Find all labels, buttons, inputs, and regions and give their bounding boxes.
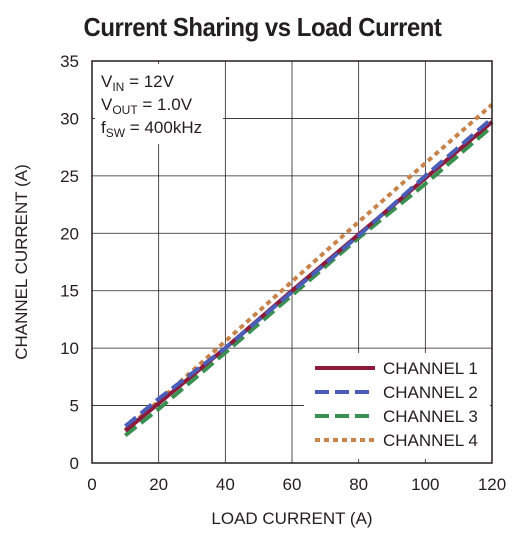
y-tick-label: 25 [60, 167, 79, 186]
x-axis-label: LOAD CURRENT (A) [211, 509, 372, 528]
tick-labels: 0 20 40 60 80 100 120 0 5 10 15 20 25 30 35 [60, 52, 506, 494]
y-tick-label: 10 [60, 339, 79, 358]
legend-label: CHANNEL 3 [383, 407, 478, 426]
series-lines [123, 103, 494, 437]
series-line-channel-3 [124, 124, 494, 437]
x-tick-label: 120 [478, 475, 506, 494]
y-axis-label: CHANNEL CURRENT (A) [12, 164, 31, 360]
legend: CHANNEL 1 CHANNEL 2 CHANNEL 3 CHANNEL 4 [304, 353, 490, 459]
y-tick-label: 20 [60, 224, 79, 243]
x-tick-label: 0 [87, 475, 96, 494]
annotation-line: VOUT = 1.0V [101, 95, 193, 117]
x-tick-label: 20 [149, 475, 168, 494]
legend-label: CHANNEL 2 [383, 383, 478, 402]
x-tick-label: 80 [349, 475, 368, 494]
annotation-line: VIN = 12V [101, 72, 175, 94]
series-line-channel-2 [124, 116, 494, 428]
legend-label: CHANNEL 4 [383, 431, 478, 450]
plot-frame [91, 60, 493, 464]
x-tick-label: 40 [216, 475, 235, 494]
annotation-background [95, 64, 223, 144]
y-tick-label: 35 [60, 52, 79, 71]
legend-label: CHANNEL 1 [383, 359, 478, 378]
y-tick-label: 15 [60, 282, 79, 301]
chart-title: Current Sharing vs Load Current [83, 12, 442, 42]
y-tick-label: 30 [60, 109, 79, 128]
x-tick-label: 100 [411, 475, 439, 494]
x-tick-label: 60 [283, 475, 302, 494]
y-tick-label: 0 [70, 454, 79, 473]
annotation-line: fSW = 400kHz [101, 118, 202, 140]
y-tick-label: 5 [70, 397, 79, 416]
